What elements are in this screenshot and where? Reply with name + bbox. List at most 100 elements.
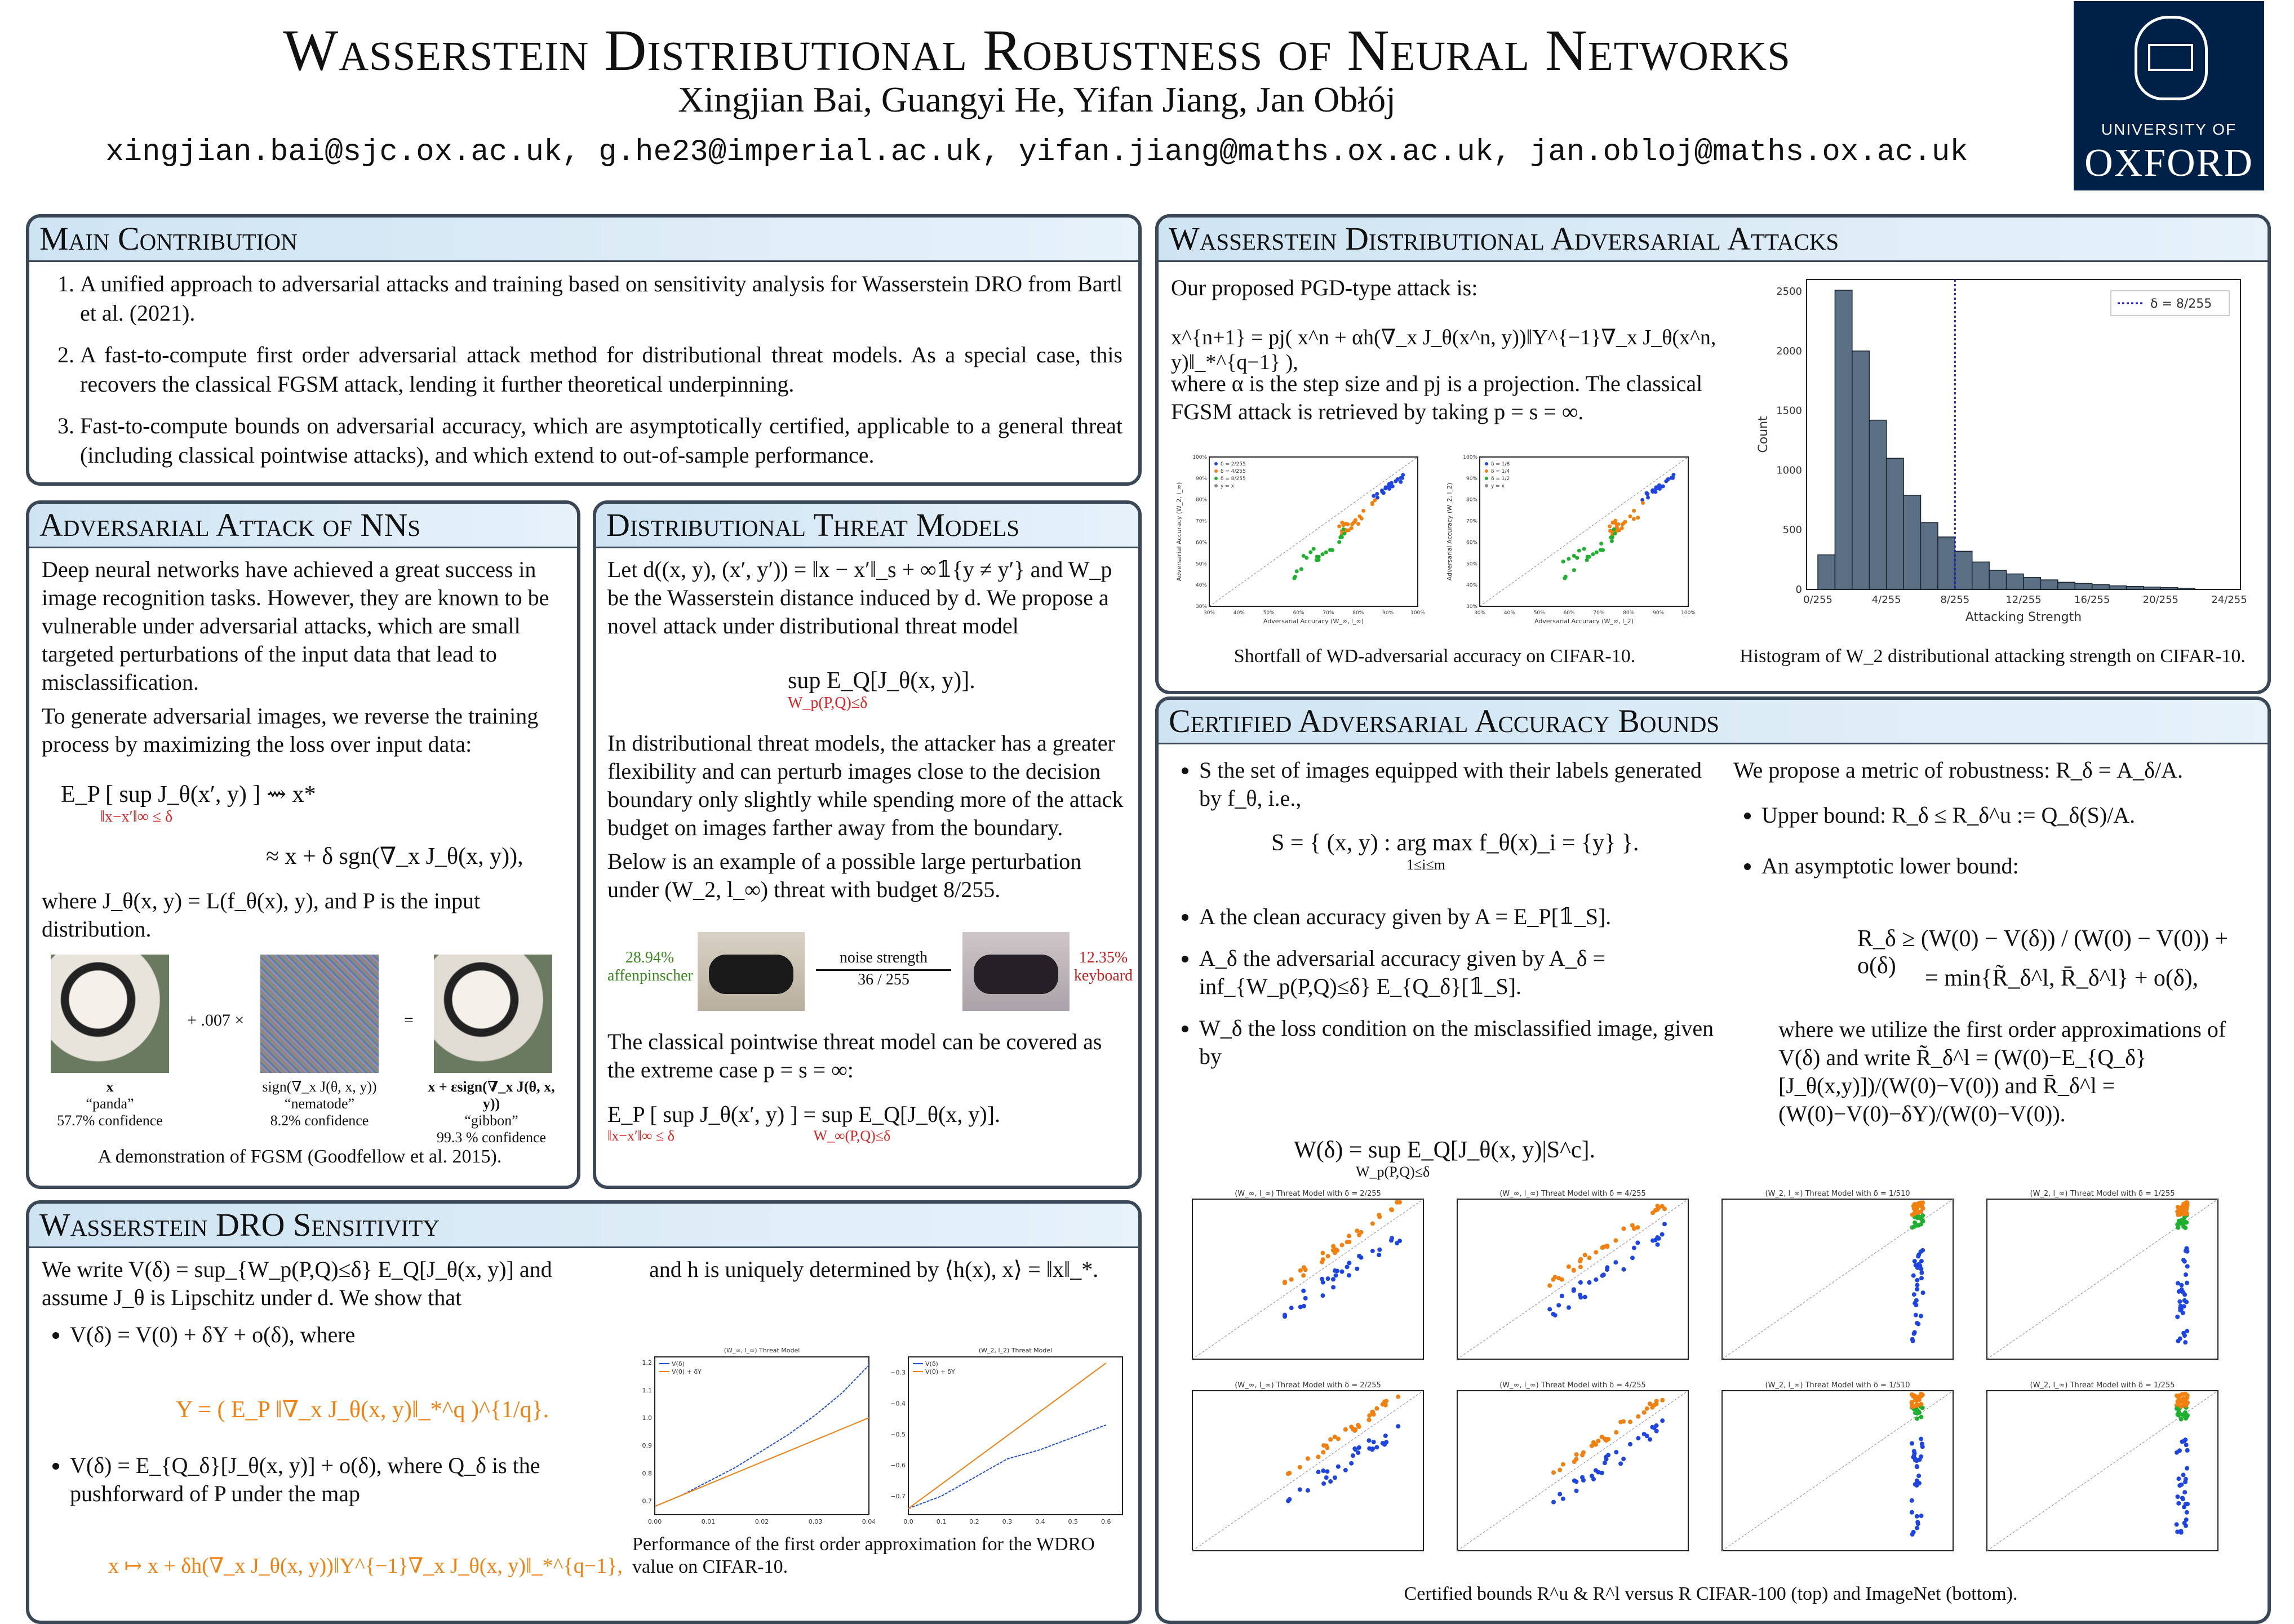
- lower-bound-point: [1321, 1481, 1326, 1486]
- lower-bound-point: [1581, 1477, 1586, 1483]
- histogram-bar: [2057, 582, 2075, 590]
- cert-rb2: An asymptotic lower bound:: [1761, 852, 2252, 880]
- plot-frame: [1986, 1390, 2218, 1551]
- legend-swatch: [1214, 484, 1218, 487]
- lower-bound-point: [1915, 1525, 1920, 1530]
- cert-eq-lb2: = min{R̃_δ^l, R̄_δ^l} + o(δ),: [1925, 965, 2199, 991]
- lower-bound-point: [2178, 1529, 2184, 1534]
- lower-bound-point: [1328, 1479, 1333, 1484]
- lower-bound-point: [1331, 1285, 1336, 1290]
- lower-bound-point: [1346, 1273, 1351, 1278]
- wdro-b2: V(δ) = E_{Q_δ}[J_θ(x, y)] + o(δ), where …: [70, 1452, 622, 1508]
- lower-bound-point: [1911, 1454, 1916, 1459]
- legend-swatch: [1214, 477, 1218, 480]
- x-tick-label: 0.4: [1035, 1518, 1045, 1525]
- lower-bound-point: [1287, 1497, 1292, 1502]
- histogram-bar: [1903, 495, 1922, 590]
- tilde-bound-point: [1915, 1416, 1920, 1421]
- oxford-logo: UNIVERSITY OF OXFORD: [2074, 1, 2264, 190]
- upper-bound-point: [1566, 1264, 1571, 1269]
- dt-p2: In distributional threat models, the att…: [607, 730, 1124, 840]
- upper-bound-point: [2178, 1404, 2184, 1409]
- upper-bound-point: [1911, 1404, 1916, 1409]
- histogram-bar: [1937, 536, 1956, 590]
- x-tick-label: 40%: [1233, 610, 1245, 616]
- y-axis-label: Count: [1756, 416, 1771, 453]
- y-tick-label: 2000: [1776, 345, 1802, 357]
- y-tick-label: −0.6: [890, 1462, 906, 1469]
- lower-bound-point: [1653, 1237, 1658, 1243]
- scatter-point: [1394, 479, 1398, 483]
- y-tick-label: 60%: [1466, 540, 1477, 545]
- y-tick-label: 100%: [1192, 455, 1207, 460]
- legend-label: V(δ): [672, 1360, 685, 1368]
- lower-bound-point: [2177, 1299, 2182, 1304]
- upper-bound-point: [2181, 1208, 2186, 1213]
- scatter-point: [1372, 494, 1376, 498]
- scatter-point: [1387, 483, 1391, 487]
- scatter-point: [1330, 548, 1335, 552]
- lower-bound-point: [1547, 1307, 1552, 1312]
- x-tick-label: 0.5: [1068, 1518, 1079, 1525]
- attack-histogram: 0/255 4/255 8/255 12/255 16/255 20/255 24/255 0…: [1756, 279, 2247, 624]
- tilde-bound-point: [2176, 1413, 2181, 1418]
- upper-bound-point: [1635, 1225, 1640, 1230]
- x-tick-label: 0.03: [809, 1518, 823, 1525]
- lower-bound-point: [2182, 1333, 2187, 1338]
- upper-bound-point: [1346, 1233, 1351, 1239]
- lower-bound-point: [2184, 1517, 2189, 1522]
- lower-bound-point: [2184, 1272, 2189, 1277]
- lower-bound-point: [1915, 1286, 1920, 1292]
- upper-bound-point: [1605, 1244, 1610, 1249]
- tilde-bound-point: [1919, 1414, 1924, 1419]
- lower-bound-point: [1911, 1529, 1916, 1534]
- lower-bound-point: [1644, 1434, 1649, 1439]
- lower-bound-point: [1914, 1303, 1919, 1308]
- upper-bound-point: [1330, 1248, 1335, 1253]
- upper-bound-point: [1641, 1410, 1647, 1415]
- scatter-point: [1311, 547, 1316, 551]
- histogram-bar: [2005, 573, 2024, 590]
- certified-scatter-grid: (W_∞, l_∞) Threat Model with δ = 2/255 (W…: [1192, 1190, 2218, 1551]
- y-tick-label: 50%: [1196, 561, 1207, 567]
- lower-bound-point: [1556, 1303, 1561, 1308]
- upper-bound-point: [1321, 1450, 1326, 1455]
- lower-bound-point: [1289, 1306, 1294, 1311]
- lower-bound-point: [1599, 1471, 1604, 1476]
- x-tick-label: 100%: [1681, 610, 1696, 616]
- upper-bound-point: [1283, 1280, 1288, 1285]
- scatter-point: [1383, 486, 1388, 491]
- lower-bound-point: [1613, 1260, 1618, 1265]
- subplot-title: (W_∞, l_∞) Threat Model with δ = 4/255: [1499, 1381, 1646, 1390]
- dt-eq1: sup E_Q[J_θ(x, y)]. W_p(P,Q)≤δ: [788, 668, 975, 712]
- histogram-bar: [1954, 551, 1973, 590]
- legend-label: δ = 1/2: [1491, 476, 1510, 482]
- lower-bound-point: [2182, 1259, 2187, 1264]
- upper-bound-point: [1653, 1208, 1658, 1213]
- lower-bound-point: [1325, 1469, 1330, 1474]
- upper-bound-point: [1380, 1402, 1385, 1407]
- upper-bound-point: [1919, 1401, 1924, 1406]
- lower-bound-point: [1911, 1331, 1916, 1336]
- wdro-p1: We write V(δ) = sup_{W_p(P,Q)≤δ} E_Q[J_θ…: [42, 1257, 552, 1310]
- lower-bound-point: [1650, 1425, 1655, 1430]
- lower-bound-point: [2175, 1314, 2180, 1319]
- upper-bound-point: [2176, 1205, 2181, 1210]
- lower-bound-point: [1551, 1311, 1556, 1316]
- lower-bound-point: [1397, 1239, 1403, 1244]
- lower-bound-point: [1919, 1276, 1924, 1281]
- scatter-point: [1401, 473, 1405, 477]
- authors: Xingjian Bai, Guangyi He, Yifan Jiang, J…: [678, 79, 1396, 119]
- lower-bound-point: [1380, 1441, 1385, 1446]
- lower-bound-point: [1371, 1440, 1376, 1445]
- x-tick-label: 100%: [1410, 610, 1425, 616]
- x-tick-label: 8/255: [1940, 594, 1969, 606]
- main-contribution-title: Main Contribution: [29, 218, 1138, 262]
- upper-bound-point: [1384, 1399, 1389, 1404]
- scatter-point: [1373, 498, 1377, 503]
- scatter-point: [1608, 524, 1612, 529]
- y-tick-label: 100%: [1463, 455, 1477, 460]
- x-tick-label: 30%: [1204, 610, 1215, 616]
- lower-bound-point: [1914, 1514, 1919, 1519]
- upper-bound-point: [1325, 1254, 1330, 1259]
